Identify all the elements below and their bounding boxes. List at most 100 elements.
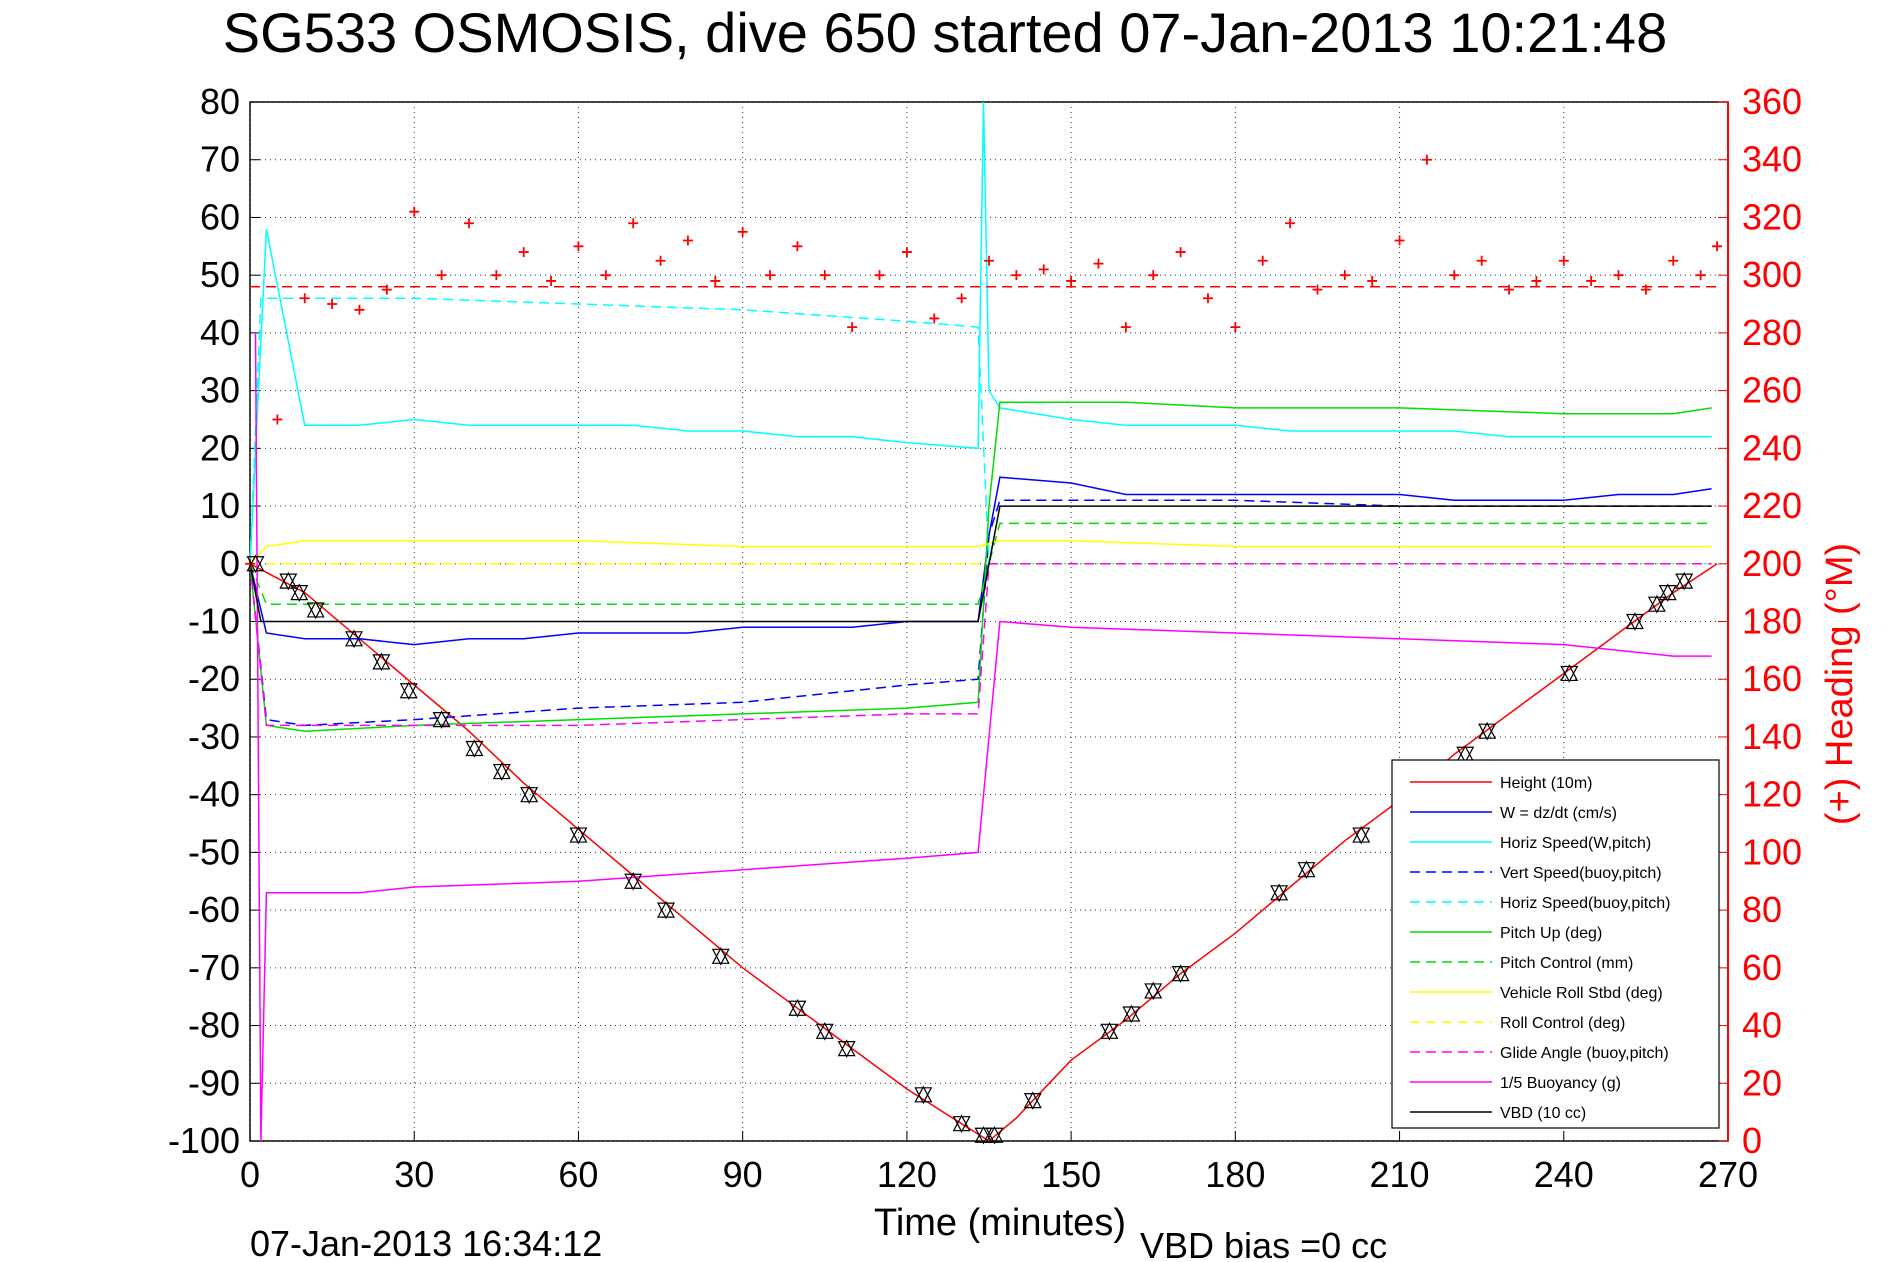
y2-tick-label: 180 xyxy=(1742,601,1802,642)
depth-marker xyxy=(432,710,451,729)
heading-marker xyxy=(1504,284,1515,295)
heading-marker xyxy=(1148,270,1159,281)
x-tick-label: 240 xyxy=(1534,1154,1594,1195)
y2-tick-label: 200 xyxy=(1742,543,1802,584)
y-tick-label: 50 xyxy=(200,254,240,295)
y2-tick-label: 260 xyxy=(1742,370,1802,411)
depth-marker xyxy=(711,947,730,966)
heading-marker xyxy=(984,255,994,266)
heading-marker xyxy=(1312,284,1323,295)
y2-tick-label: 120 xyxy=(1742,774,1802,815)
y-tick-label: 30 xyxy=(200,370,240,411)
heading-marker xyxy=(1586,275,1597,286)
heading-marker xyxy=(299,293,310,304)
depth-marker xyxy=(1023,1091,1042,1110)
series-group xyxy=(245,101,1723,1145)
legend-entry: Horiz Speed(W,pitch) xyxy=(1500,835,1651,852)
heading-marker xyxy=(1230,322,1241,333)
depth-marker xyxy=(279,571,298,591)
depth-marker xyxy=(1625,612,1644,631)
x-axis-ticks: 0 30 60 90 120 150 180 210 240 270 xyxy=(240,1131,1758,1195)
y2-tick-label: 140 xyxy=(1742,716,1802,757)
legend-entry: Pitch Control (mm) xyxy=(1500,955,1633,972)
x-tick-label: 270 xyxy=(1698,1154,1758,1195)
y-tick-label: -90 xyxy=(188,1062,240,1103)
heading-marker xyxy=(1339,270,1350,281)
depth-marker xyxy=(1352,825,1371,845)
y-tick-label: -70 xyxy=(188,947,240,988)
x-tick-label: 60 xyxy=(558,1154,598,1195)
depth-marker xyxy=(345,629,364,649)
heading-marker xyxy=(1668,255,1679,266)
depth-marker xyxy=(1560,664,1579,683)
chart-title: SG533 OSMOSIS, dive 650 started 07-Jan-2… xyxy=(223,1,1667,64)
x-tick-label: 90 xyxy=(723,1154,763,1195)
series-line-7 xyxy=(249,539,1712,565)
heading-marker xyxy=(847,322,858,333)
legend: Height (10m) W = dz/dt (cm/s) Horiz Speed(… xyxy=(1391,759,1720,1129)
series-line-10 xyxy=(254,332,1712,1142)
depth-marker xyxy=(1100,1022,1119,1041)
y-tick-label: -60 xyxy=(188,889,240,930)
legend-entry: Roll Control (deg) xyxy=(1500,1015,1625,1032)
depth-marker xyxy=(520,785,539,804)
depth-marker xyxy=(952,1114,971,1133)
heading-marker xyxy=(546,275,557,286)
heading-marker xyxy=(737,226,748,237)
heading-marker xyxy=(1558,255,1569,266)
heading-marker xyxy=(956,293,967,304)
heading-marker xyxy=(409,206,420,217)
heading-marker xyxy=(436,270,447,281)
y-tick-label: 20 xyxy=(200,427,240,468)
y2-tick-label: 0 xyxy=(1742,1120,1762,1161)
legend-entry: W = dz/dt (cm/s) xyxy=(1500,805,1617,822)
heading-marker xyxy=(1367,275,1378,286)
y2-tick-label: 60 xyxy=(1742,947,1782,988)
y2-tick-label: 20 xyxy=(1742,1062,1782,1103)
depth-marker xyxy=(1171,964,1190,983)
depth-marker xyxy=(985,1125,1004,1145)
x-tick-label: 210 xyxy=(1370,1154,1430,1195)
heading-marker xyxy=(491,270,502,281)
heading-marker xyxy=(901,247,912,258)
depth-marker xyxy=(1122,1004,1141,1024)
heading-marker xyxy=(1695,270,1706,281)
heading-marker xyxy=(1449,270,1460,281)
heading-marker xyxy=(710,275,721,286)
y-tick-label: 0 xyxy=(220,543,240,584)
y-tick-label: 80 xyxy=(200,81,240,122)
heading-marker xyxy=(874,270,885,281)
y-tick-label: -100 xyxy=(168,1120,240,1161)
vbd-bias-footer: VBD bias =0 cc xyxy=(1140,1225,1387,1262)
y-tick-label: -30 xyxy=(188,716,240,757)
heading-marker xyxy=(518,247,529,258)
depth-marker xyxy=(1675,571,1694,591)
y2-tick-label: 80 xyxy=(1742,889,1782,930)
y2-tick-label: 100 xyxy=(1742,831,1802,872)
y2-tick-label: 280 xyxy=(1742,312,1802,353)
y2-axis-ticks: 0 20 40 60 80 100 120 140 160 180 200 220 240 260 280 3… xyxy=(1718,81,1802,1161)
y-tick-label: 10 xyxy=(200,485,240,526)
y2-axis-label: (+) Heading (°M) xyxy=(1819,543,1861,825)
depth-marker xyxy=(624,871,643,891)
x-tick-label: 120 xyxy=(877,1154,937,1195)
heading-marker xyxy=(1712,241,1723,252)
heading-marker xyxy=(573,241,584,252)
y2-tick-label: 360 xyxy=(1742,81,1802,122)
depth-marker xyxy=(1144,981,1163,1001)
heading-marker xyxy=(655,255,666,266)
y-tick-label: -80 xyxy=(188,1005,240,1046)
depth-marker xyxy=(914,1085,933,1105)
heading-marker xyxy=(792,241,803,252)
x-axis-label: Time (minutes) xyxy=(874,1202,1126,1244)
series-line-2 xyxy=(249,101,1712,564)
heading-marker xyxy=(1285,218,1296,229)
legend-entry: Vert Speed(buoy,pitch) xyxy=(1500,865,1662,882)
series-line-9 xyxy=(249,563,1712,727)
x-tick-label: 0 xyxy=(240,1154,260,1195)
heading-marker xyxy=(929,313,940,324)
heading-marker xyxy=(1066,275,1077,286)
depth-marker xyxy=(372,652,391,672)
depth-marker xyxy=(815,1022,834,1041)
